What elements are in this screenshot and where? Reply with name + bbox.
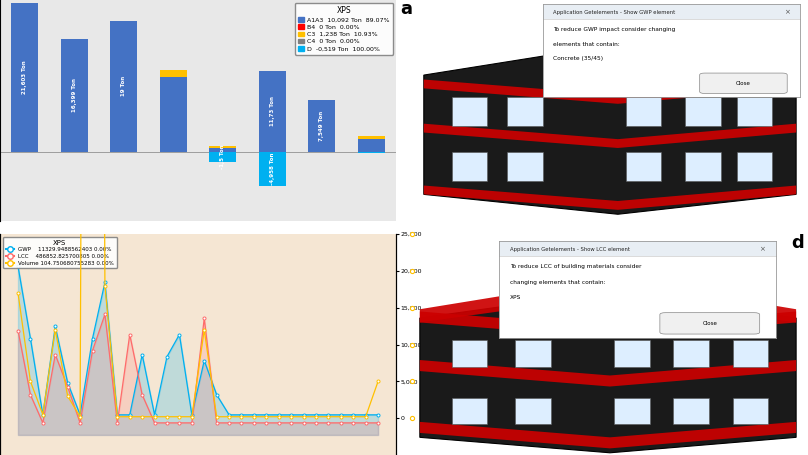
Bar (737, 152, 772, 181)
Text: -1,5 Ton: -1,5 Ton (221, 145, 225, 169)
Text: 19 Ton: 19 Ton (121, 76, 126, 96)
Text: 21,603 Ton: 21,603 Ton (23, 61, 27, 94)
Bar (358, 136, 385, 139)
Bar (515, 398, 550, 424)
Polygon shape (420, 278, 796, 323)
Bar (259, 152, 286, 186)
Bar (685, 152, 721, 181)
Bar (515, 340, 550, 367)
Bar (452, 398, 487, 424)
Bar (507, 97, 543, 126)
Bar (626, 152, 662, 181)
Legend: GWP    11329.9488562403 0.00%, LCC    486852.825700805 0.00%, Volume 104.7506807: GWP 11329.9488562403 0.00%, LCC 486852.8… (2, 237, 117, 268)
Bar (358, 139, 385, 152)
Bar (685, 97, 721, 126)
Polygon shape (424, 80, 796, 104)
Bar (209, 148, 237, 152)
Bar (673, 340, 709, 367)
Bar (737, 97, 772, 126)
Text: -4,958 Ton: -4,958 Ton (270, 153, 275, 185)
Polygon shape (424, 124, 796, 148)
Bar (209, 146, 237, 148)
Bar (308, 100, 335, 152)
Text: 16,399 Ton: 16,399 Ton (72, 78, 77, 112)
Bar (614, 340, 650, 367)
Bar (11, 3, 38, 152)
Bar (259, 71, 286, 152)
Bar (673, 398, 709, 424)
Bar (61, 39, 88, 152)
Legend: A1A3  10,092 Ton  89.07%, B4  0 Ton  0.00%, C3  1,238 Ton  10.93%, C4  0 Ton  0.: A1A3 10,092 Ton 89.07%, B4 0 Ton 0.00%, … (295, 3, 393, 55)
Bar (733, 398, 768, 424)
Bar (358, 152, 385, 153)
Text: a: a (400, 0, 412, 18)
Text: 11,73 Ton: 11,73 Ton (270, 96, 275, 126)
Text: 7,549 Ton: 7,549 Ton (319, 111, 324, 141)
Polygon shape (420, 422, 796, 448)
Bar (209, 152, 237, 162)
Bar (452, 152, 487, 181)
Bar (507, 152, 543, 181)
Polygon shape (424, 44, 796, 214)
Bar (626, 97, 662, 126)
Bar (614, 398, 650, 424)
Bar (733, 340, 768, 367)
Polygon shape (424, 186, 796, 210)
Bar (452, 97, 487, 126)
Bar (110, 21, 137, 152)
Polygon shape (420, 292, 796, 453)
Polygon shape (420, 311, 796, 338)
Bar (452, 340, 487, 367)
Text: d: d (791, 234, 804, 252)
Polygon shape (420, 360, 796, 387)
Bar (160, 70, 187, 77)
Bar (160, 77, 187, 152)
